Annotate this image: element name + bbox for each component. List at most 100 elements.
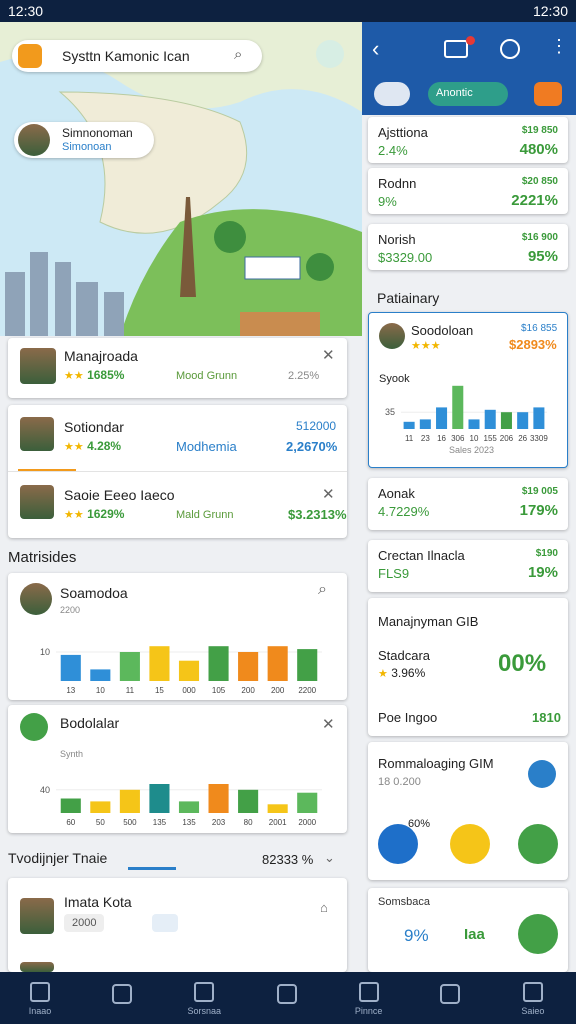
- bar-chart: 10 13 10 11 15 000 105 200 200 2200: [40, 646, 322, 695]
- x-tick-label: 200: [241, 686, 255, 695]
- button[interactable]: [518, 824, 558, 864]
- poe: Poe Ingoo: [378, 710, 438, 725]
- value: 2,2670%: [286, 439, 338, 454]
- profile-chip[interactable]: Simnonoman Simonoan: [14, 122, 154, 158]
- last-card: Somsbaca 9% Iaa: [368, 888, 568, 972]
- x-tick-label: 135: [182, 818, 196, 827]
- chip[interactable]: Anontic: [428, 82, 508, 106]
- bar: [403, 421, 415, 429]
- bar: [533, 407, 545, 429]
- rom: Rommaloaging GIM: [378, 756, 494, 771]
- x-tick-label: 105: [212, 686, 226, 695]
- title: Crectan Ilnacla: [378, 548, 465, 563]
- x-tick-label: 11: [126, 686, 135, 695]
- time-right: 12:30: [532, 3, 568, 19]
- avatar: [20, 898, 54, 934]
- value: 179%: [519, 502, 558, 519]
- nav-icon[interactable]: [194, 982, 215, 1002]
- last-tag: Iaa: [464, 926, 485, 943]
- tag-icon: [152, 914, 178, 932]
- title: Ajsttiona: [378, 125, 428, 140]
- x-tick-label: 16: [437, 434, 446, 443]
- x-tick-label: 3309: [530, 434, 548, 443]
- close[interactable]: ✕: [322, 347, 335, 364]
- last-value: 9%: [404, 926, 429, 945]
- button-pct: 60%: [408, 818, 431, 830]
- thumb: [20, 348, 56, 384]
- menu[interactable]: ⋮: [550, 36, 568, 56]
- title: Sotiondar: [64, 419, 124, 435]
- status-bar: 12:30 12:30: [0, 0, 576, 22]
- bar: [60, 654, 81, 681]
- bar: [60, 798, 81, 813]
- profile-card[interactable]: Imata Kota 2000 ⌂: [8, 878, 347, 972]
- bar: [119, 652, 140, 681]
- rating-value: 4.28%: [87, 439, 122, 453]
- x-tick-label: 23: [421, 434, 430, 443]
- nav-icon[interactable]: [358, 982, 379, 1002]
- badge: [466, 36, 475, 45]
- nav-icon[interactable]: [30, 982, 50, 1002]
- x-tick-label: 10: [470, 434, 479, 443]
- close[interactable]: ✕: [322, 486, 335, 503]
- button[interactable]: [378, 824, 418, 864]
- nav-icon: [440, 984, 460, 1004]
- place-card[interactable]: Manajroada ★★ 1685% Mood Grunn 2.25% ✕: [8, 338, 347, 398]
- bar: [297, 792, 318, 813]
- y-tick-label: 40: [40, 785, 50, 795]
- search-icon[interactable]: ⌕: [318, 581, 327, 598]
- y-tick-label: 10: [40, 647, 50, 657]
- bar: [238, 789, 259, 813]
- bar: [267, 804, 288, 813]
- x-tick-label: 60: [66, 818, 75, 827]
- subtitle: 4.7229%: [378, 504, 430, 519]
- header: ‹ ⋮ Anontic: [362, 22, 576, 115]
- button[interactable]: [450, 824, 490, 864]
- x-tick-label: 135: [153, 818, 167, 827]
- chip[interactable]: [534, 82, 562, 106]
- bar: [468, 419, 480, 429]
- button[interactable]: [518, 914, 558, 954]
- small: $190: [535, 548, 558, 559]
- avatar: [379, 323, 405, 349]
- chevron[interactable]: ⌄: [324, 850, 335, 865]
- rom-sub: 18 0.200: [378, 776, 421, 788]
- chip[interactable]: [374, 82, 410, 106]
- rating-value: 1685%: [87, 368, 125, 382]
- tag: Mood Grunn: [176, 370, 238, 382]
- bar: [517, 412, 529, 429]
- go-button[interactable]: [528, 760, 556, 788]
- chart-card: Bodolalar Synth ✕ 40 60 50 500 135 135 203 80 20…: [8, 705, 347, 833]
- bar: [419, 419, 431, 429]
- underline: [128, 867, 176, 870]
- divider: [8, 471, 347, 472]
- value: 2.25%: [288, 370, 320, 382]
- nav-icon: [112, 984, 132, 1004]
- subtitle: 2200: [60, 605, 81, 615]
- chart-card: Soodoloan ★★★ $16 855 $2893% Syook Sales…: [368, 312, 568, 468]
- x-tick-label: 000: [182, 686, 196, 695]
- x-tick-label: 15: [155, 686, 164, 695]
- subtitle: FLS9: [378, 566, 410, 581]
- section-title: Patiainary: [377, 290, 440, 306]
- chat[interactable]: [500, 39, 520, 59]
- value-card: Norish $3329.00 $16 900 95%: [368, 224, 568, 270]
- bar: [500, 412, 512, 429]
- thumb: [20, 485, 54, 519]
- back[interactable]: ‹: [372, 36, 380, 61]
- poe-value: 1810: [532, 710, 561, 725]
- search-box[interactable]: Systtn Kamonic Ican ⌕: [12, 40, 262, 72]
- cart[interactable]: [444, 40, 468, 58]
- small: $20 850: [521, 176, 558, 187]
- bell[interactable]: ⌂: [320, 900, 328, 915]
- tag: 2000: [64, 914, 105, 932]
- nav-icon[interactable]: [522, 982, 543, 1002]
- x-tick-label: 306: [451, 434, 465, 443]
- value-card: Aonak 4.7229% $19 005 179%: [368, 478, 568, 530]
- rating: ★★ 4.28%: [64, 439, 122, 453]
- close[interactable]: ✕: [322, 716, 335, 733]
- place-list: Sotiondar ★★ 4.28% Modhemia 512000 2,267…: [8, 405, 347, 538]
- x-tick-label: 26: [518, 434, 527, 443]
- value-card: Ajsttiona 2.4% $19 850 480%: [368, 117, 568, 163]
- title: Soamodoa: [60, 585, 128, 601]
